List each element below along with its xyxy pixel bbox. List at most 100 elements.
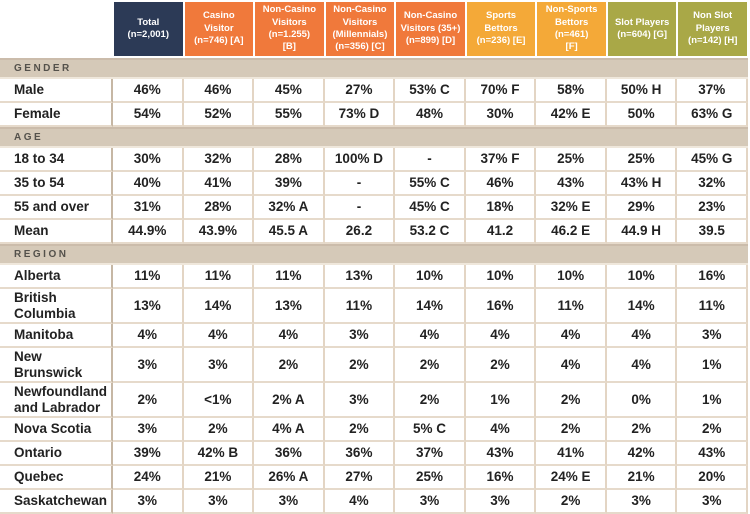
row-label-mean: Mean: [0, 220, 113, 244]
cell-newfoundland-and-labrador-non-slot-players-h: 1%: [677, 383, 748, 419]
cell-35-to-54-sports-bettors-e: 46%: [465, 172, 537, 196]
cell-alberta-non-casino-millennials-c: 13%: [324, 265, 396, 289]
cell-quebec-casino-visitor-a: 21%: [183, 466, 255, 491]
cell-female-slot-players-g: 50%: [606, 103, 678, 127]
cell-manitoba-sports-bettors-e: 4%: [465, 324, 537, 349]
cell-alberta-non-sports-bettors-f: 10%: [536, 265, 607, 289]
cell-male-non-casino-millennials-c: 27%: [324, 79, 396, 103]
column-header-total: Total (n=2,001): [114, 2, 183, 56]
row-label-nova-scotia: Nova Scotia: [0, 418, 113, 443]
cell-35-to-54-non-casino-visitors-b: 39%: [254, 172, 325, 196]
cell-british-columbia-total: 13%: [113, 289, 184, 325]
cell-british-columbia-non-casino-visitors-b: 13%: [254, 289, 325, 325]
cell-male-sports-bettors-e: 70% F: [465, 79, 537, 103]
cell-55-and-over-total: 31%: [113, 196, 184, 220]
cell-55-and-over-sports-bettors-e: 18%: [465, 196, 537, 220]
cell-nova-scotia-non-casino-35plus-d: 5% C: [395, 418, 466, 443]
cell-55-and-over-non-casino-35plus-d: 45% C: [395, 196, 466, 220]
cell-nova-scotia-slot-players-g: 2%: [606, 418, 678, 443]
cell-quebec-non-casino-visitors-b: 26% A: [254, 466, 325, 491]
cell-ontario-non-sports-bettors-f: 41%: [536, 442, 607, 467]
cell-manitoba-total: 4%: [113, 324, 184, 349]
cell-55-and-over-non-casino-millennials-c: -: [324, 196, 396, 220]
row-label-british-columbia: British Columbia: [0, 289, 113, 325]
cell-manitoba-non-casino-millennials-c: 3%: [324, 324, 396, 349]
cell-saskatchewan-casino-visitor-a: 3%: [183, 490, 255, 514]
cell-new-brunswick-non-slot-players-h: 1%: [677, 348, 748, 384]
cell-nova-scotia-non-casino-millennials-c: 2%: [324, 418, 396, 443]
cell-quebec-non-slot-players-h: 20%: [677, 466, 748, 491]
cell-male-non-casino-visitors-b: 45%: [254, 79, 325, 103]
cell-alberta-non-casino-visitors-b: 11%: [254, 265, 325, 289]
cell-55-and-over-non-slot-players-h: 23%: [677, 196, 748, 220]
cell-alberta-slot-players-g: 10%: [606, 265, 678, 289]
cell-saskatchewan-non-casino-visitors-b: 3%: [254, 490, 325, 514]
cell-saskatchewan-non-casino-35plus-d: 3%: [395, 490, 466, 514]
cell-new-brunswick-non-casino-35plus-d: 2%: [395, 348, 466, 384]
row-label-saskatchewan: Saskatchewan: [0, 490, 113, 514]
cell-newfoundland-and-labrador-non-casino-35plus-d: 2%: [395, 383, 466, 419]
cell-newfoundland-and-labrador-casino-visitor-a: <1%: [183, 383, 255, 419]
section-header-label-region: REGION: [14, 249, 69, 260]
cell-ontario-sports-bettors-e: 43%: [465, 442, 537, 467]
column-header-sports-bettors-e: Sports Bettors (n=236) [E]: [466, 2, 536, 56]
cell-female-non-sports-bettors-f: 42% E: [536, 103, 607, 127]
cell-new-brunswick-non-casino-millennials-c: 2%: [324, 348, 396, 384]
cell-british-columbia-slot-players-g: 14%: [606, 289, 678, 325]
section-header-label-gender: GENDER: [14, 63, 72, 74]
column-header-slot-players-g: Slot Players (n=604) [G]: [607, 2, 677, 56]
cell-quebec-non-sports-bettors-f: 24% E: [536, 466, 607, 491]
row-label-male: Male: [0, 79, 113, 103]
cell-female-casino-visitor-a: 52%: [183, 103, 255, 127]
column-header-non-slot-players-h: Non Slot Players (n=142) [H]: [678, 2, 747, 56]
cell-mean-non-casino-visitors-b: 45.5 A: [254, 220, 325, 244]
cell-male-casino-visitor-a: 46%: [183, 79, 255, 103]
cell-18-to-34-sports-bettors-e: 37% F: [465, 148, 537, 172]
cell-55-and-over-non-casino-visitors-b: 32% A: [254, 196, 325, 220]
cell-35-to-54-non-slot-players-h: 32%: [677, 172, 748, 196]
row-label-alberta: Alberta: [0, 265, 113, 289]
cell-18-to-34-non-sports-bettors-f: 25%: [536, 148, 607, 172]
cell-saskatchewan-non-sports-bettors-f: 2%: [536, 490, 607, 514]
column-header-casino-visitor-a: Casino Visitor (n=746) [A]: [184, 2, 254, 56]
cell-nova-scotia-total: 3%: [113, 418, 184, 443]
cell-ontario-non-casino-visitors-b: 36%: [254, 442, 325, 467]
cell-35-to-54-total: 40%: [113, 172, 184, 196]
cell-35-to-54-casino-visitor-a: 41%: [183, 172, 255, 196]
cell-mean-total: 44.9%: [113, 220, 184, 244]
cell-male-non-sports-bettors-f: 58%: [536, 79, 607, 103]
cell-18-to-34-non-casino-35plus-d: -: [395, 148, 466, 172]
cell-ontario-non-slot-players-h: 43%: [677, 442, 748, 467]
cell-nova-scotia-sports-bettors-e: 4%: [465, 418, 537, 443]
cell-18-to-34-casino-visitor-a: 32%: [183, 148, 255, 172]
row-label-18-to-34: 18 to 34: [0, 148, 113, 172]
cell-mean-slot-players-g: 44.9 H: [606, 220, 678, 244]
cell-ontario-casino-visitor-a: 42% B: [183, 442, 255, 467]
cell-female-non-casino-visitors-b: 55%: [254, 103, 325, 127]
row-label-ontario: Ontario: [0, 442, 113, 467]
cell-18-to-34-slot-players-g: 25%: [606, 148, 678, 172]
cell-quebec-sports-bettors-e: 16%: [465, 466, 537, 491]
cell-new-brunswick-non-casino-visitors-b: 2%: [254, 348, 325, 384]
cell-manitoba-casino-visitor-a: 4%: [183, 324, 255, 349]
cell-manitoba-slot-players-g: 4%: [606, 324, 678, 349]
row-label-female: Female: [0, 103, 113, 127]
cell-alberta-casino-visitor-a: 11%: [183, 265, 255, 289]
cell-ontario-total: 39%: [113, 442, 184, 467]
cell-male-total: 46%: [113, 79, 184, 103]
column-header-non-casino-visitors-b: Non-Casino Visitors (n=1.255) [B]: [255, 2, 324, 56]
cell-nova-scotia-casino-visitor-a: 2%: [183, 418, 255, 443]
cell-british-columbia-non-sports-bettors-f: 11%: [536, 289, 607, 325]
cell-55-and-over-non-sports-bettors-f: 32% E: [536, 196, 607, 220]
cell-35-to-54-slot-players-g: 43% H: [606, 172, 678, 196]
section-header-age: AGE: [0, 127, 748, 148]
cell-mean-non-casino-millennials-c: 26.2: [324, 220, 396, 244]
cell-18-to-34-total: 30%: [113, 148, 184, 172]
cell-british-columbia-non-casino-millennials-c: 11%: [324, 289, 396, 325]
row-label-quebec: Quebec: [0, 466, 113, 491]
cell-quebec-slot-players-g: 21%: [606, 466, 678, 491]
cell-alberta-non-casino-35plus-d: 10%: [395, 265, 466, 289]
cell-male-slot-players-g: 50% H: [606, 79, 678, 103]
cell-male-non-casino-35plus-d: 53% C: [395, 79, 466, 103]
